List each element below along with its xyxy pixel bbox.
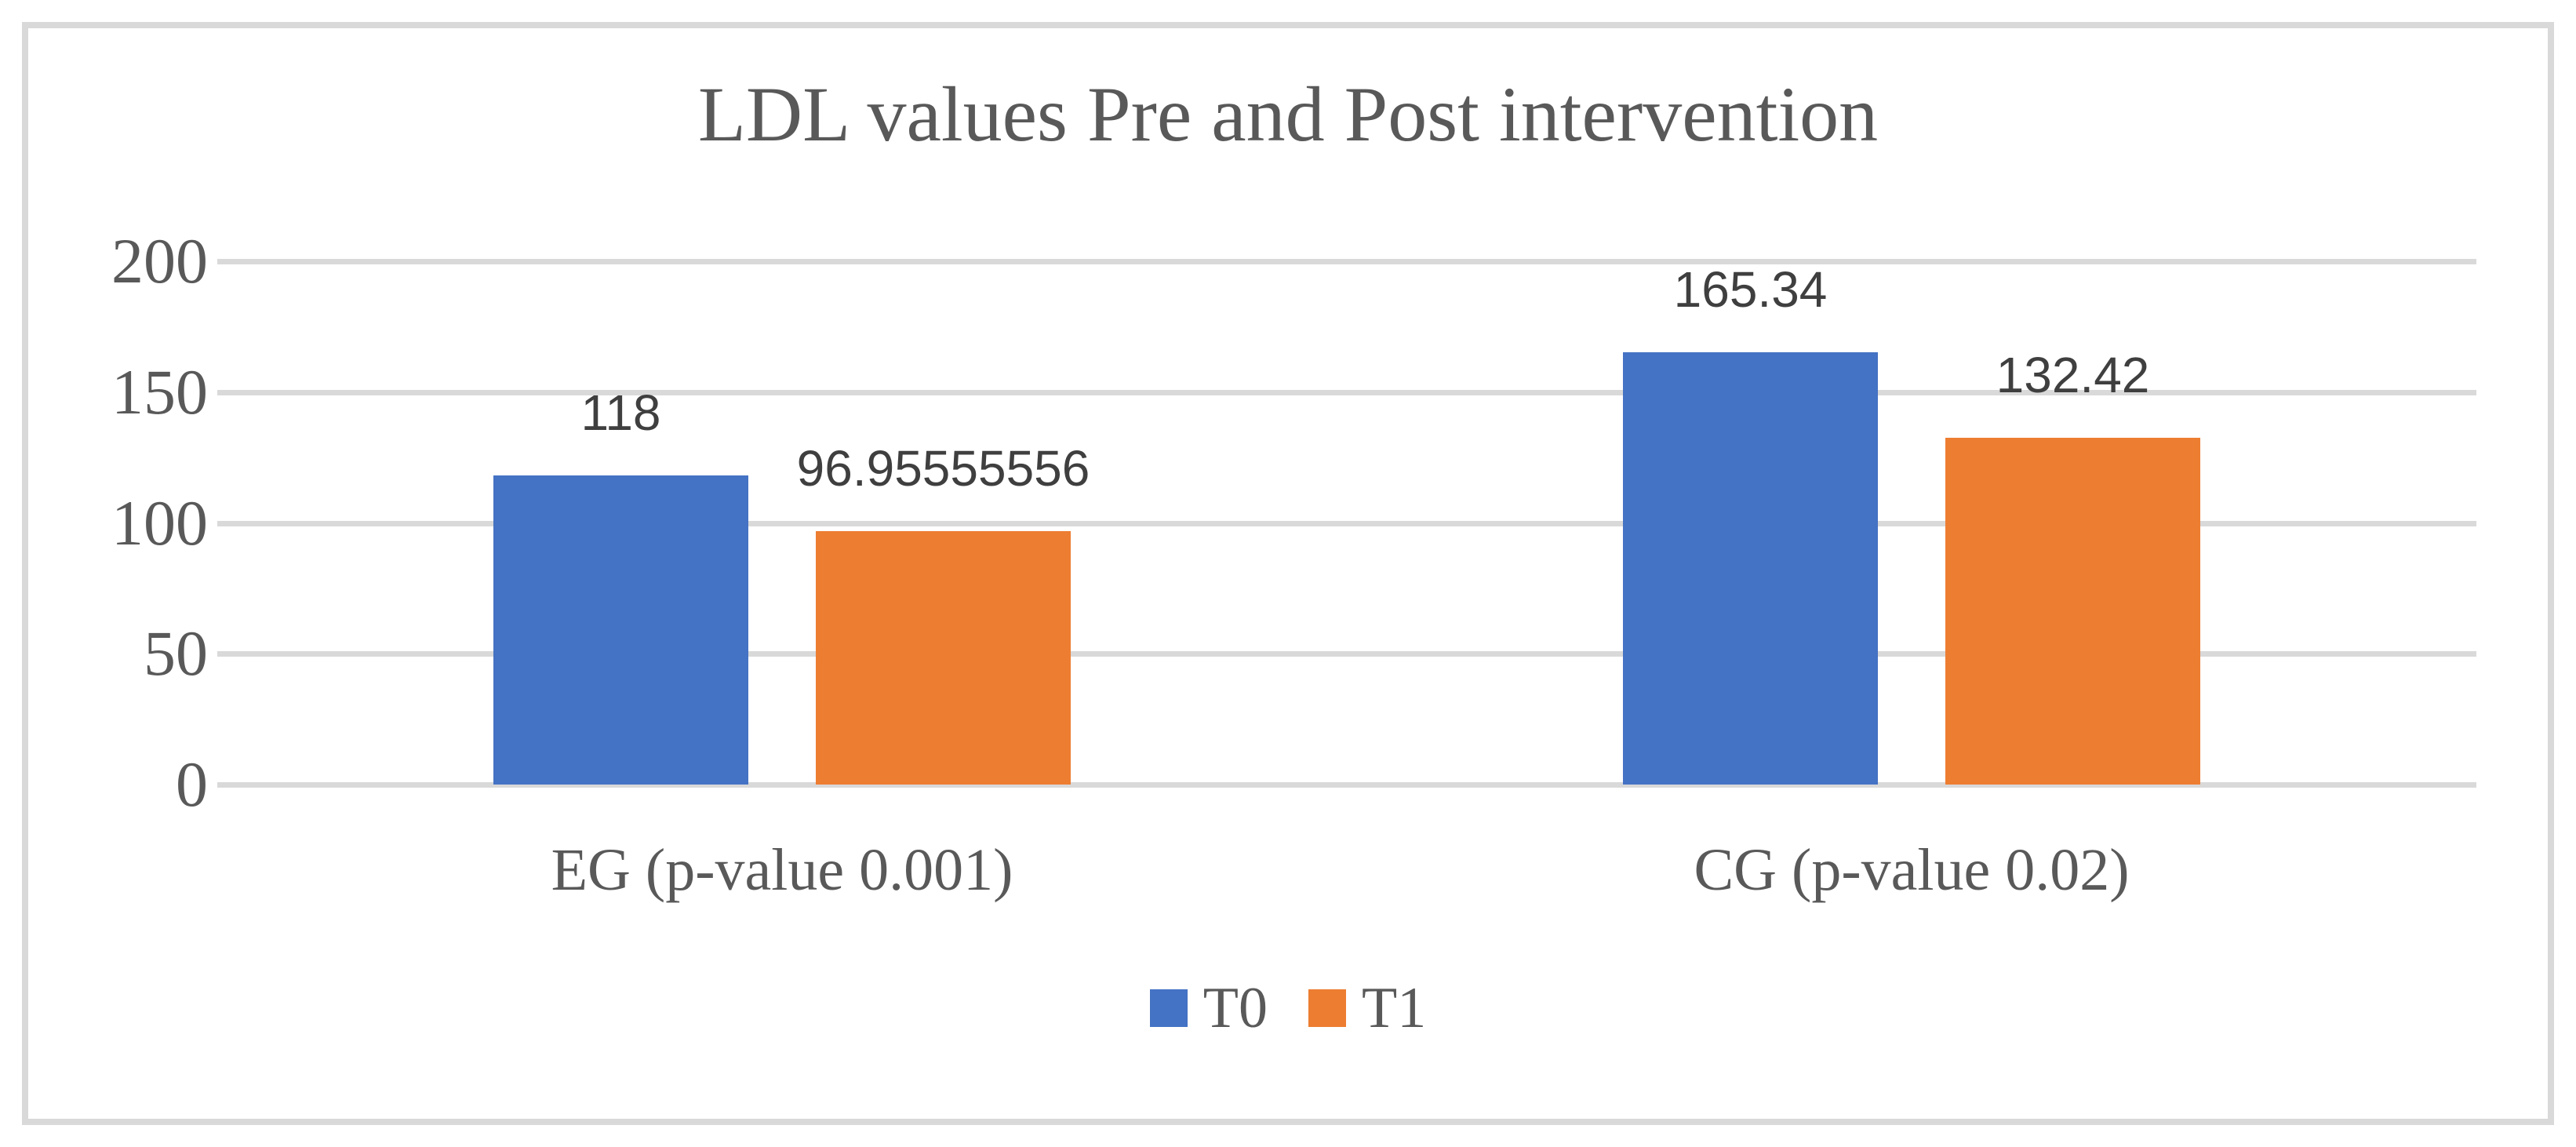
y-axis-tick-label: 150 (111, 355, 208, 428)
data-label: 165.34 (1673, 260, 1828, 318)
bar-t0-1 (1623, 351, 1878, 785)
chart-title: LDL values Pre and Post intervention (697, 71, 1879, 158)
data-label: 96.95555556 (796, 439, 1090, 497)
gridline (217, 782, 2476, 788)
gridline (217, 259, 2476, 264)
legend-swatch-icon (1308, 989, 1346, 1027)
legend-label: T1 (1362, 976, 1427, 1040)
y-axis-tick-label: 0 (176, 748, 208, 820)
bar-t1-1 (1945, 438, 2200, 785)
y-axis-tick-label: 100 (111, 486, 208, 559)
legend-label: T0 (1202, 976, 1268, 1040)
gridline (217, 651, 2476, 657)
legend-swatch-icon (1149, 989, 1188, 1027)
gridline (217, 520, 2476, 526)
legend: T0 T1 (0, 979, 2576, 1037)
category-label: CG (p-value 0.02) (1694, 837, 2130, 903)
data-label: 132.42 (1996, 347, 2150, 404)
legend-item-t1: T1 (1308, 979, 1426, 1037)
data-label: 118 (580, 384, 661, 442)
bar-t0-0 (493, 475, 748, 785)
gridline (217, 389, 2476, 395)
y-axis-tick-label: 200 (111, 225, 208, 297)
legend-item-t0: T0 (1149, 976, 1268, 1040)
category-label: EG (p-value 0.001) (551, 837, 1013, 903)
bar-t1-0 (816, 530, 1071, 785)
plot-area (217, 259, 2476, 789)
y-axis-tick-label: 50 (144, 617, 208, 690)
